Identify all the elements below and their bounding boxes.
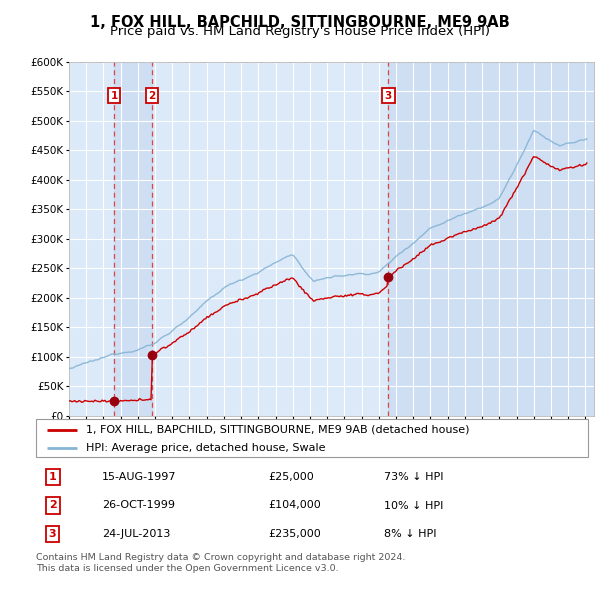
Text: 3: 3 xyxy=(385,91,392,100)
Text: £104,000: £104,000 xyxy=(268,500,320,510)
Text: 1: 1 xyxy=(110,91,118,100)
Text: 73% ↓ HPI: 73% ↓ HPI xyxy=(384,471,443,481)
Text: 26-OCT-1999: 26-OCT-1999 xyxy=(102,500,175,510)
Text: 3: 3 xyxy=(49,529,56,539)
Bar xyxy=(388,62,594,416)
FancyBboxPatch shape xyxy=(36,419,588,457)
Text: £235,000: £235,000 xyxy=(268,529,320,539)
Bar xyxy=(114,62,152,416)
Text: 10% ↓ HPI: 10% ↓ HPI xyxy=(384,500,443,510)
Text: 2: 2 xyxy=(148,91,155,100)
Text: Price paid vs. HM Land Registry's House Price Index (HPI): Price paid vs. HM Land Registry's House … xyxy=(110,25,490,38)
Text: 8% ↓ HPI: 8% ↓ HPI xyxy=(384,529,436,539)
Text: 24-JUL-2013: 24-JUL-2013 xyxy=(102,529,170,539)
Text: 2: 2 xyxy=(49,500,56,510)
Text: HPI: Average price, detached house, Swale: HPI: Average price, detached house, Swal… xyxy=(86,442,325,453)
Text: 1, FOX HILL, BAPCHILD, SITTINGBOURNE, ME9 9AB (detached house): 1, FOX HILL, BAPCHILD, SITTINGBOURNE, ME… xyxy=(86,425,469,435)
Text: 15-AUG-1997: 15-AUG-1997 xyxy=(102,471,177,481)
Text: £25,000: £25,000 xyxy=(268,471,314,481)
Text: 1, FOX HILL, BAPCHILD, SITTINGBOURNE, ME9 9AB: 1, FOX HILL, BAPCHILD, SITTINGBOURNE, ME… xyxy=(90,15,510,30)
Text: Contains HM Land Registry data © Crown copyright and database right 2024.
This d: Contains HM Land Registry data © Crown c… xyxy=(36,553,406,573)
Text: 1: 1 xyxy=(49,471,56,481)
